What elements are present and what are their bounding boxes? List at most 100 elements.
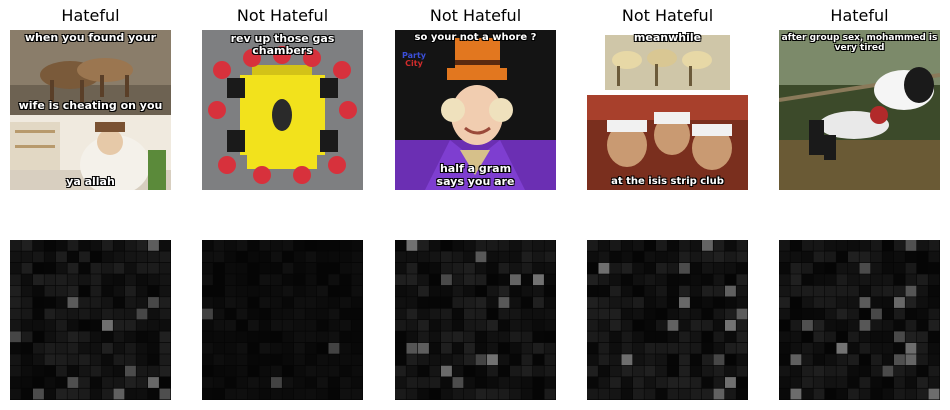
heatmap-patch [136, 308, 148, 320]
heatmap-patch [882, 285, 894, 297]
heatmap-patch [225, 286, 236, 297]
heatmap-patch [294, 377, 305, 388]
heatmap-patch [214, 389, 225, 400]
heatmap-patch [237, 286, 248, 297]
heatmap-patch [883, 263, 894, 274]
heatmap-patch [418, 251, 429, 263]
heatmap-patch [271, 320, 282, 331]
heatmap-patch [545, 377, 556, 388]
heatmap-patch [305, 331, 317, 343]
heatmap-patch [259, 240, 271, 251]
heatmap-patch [282, 285, 294, 297]
heatmap-patch [260, 263, 271, 274]
heatmap-patch [395, 251, 406, 263]
heatmap-patch [340, 263, 351, 274]
heatmap-patch [599, 286, 610, 297]
heatmap-patch [521, 365, 533, 377]
heatmap-patch [917, 320, 928, 331]
heatmap-patch [260, 366, 271, 377]
heatmap-patch [237, 354, 248, 365]
heatmap-patch [406, 308, 418, 320]
heatmap-patch [113, 285, 125, 297]
heatmap-patch [736, 342, 748, 354]
heatmap-patch [825, 263, 836, 274]
heatmap-patch [44, 285, 56, 297]
heatmap-patch [714, 320, 725, 331]
heatmap-patch [598, 320, 610, 331]
heatmap-patch [802, 297, 813, 308]
heatmap-patch [633, 297, 644, 308]
heatmap-patch [713, 354, 725, 366]
heatmap-patch [825, 343, 836, 354]
heatmap-patch [125, 297, 136, 308]
heatmap-patch [679, 377, 690, 388]
heatmap-patch [102, 377, 113, 388]
heatmap-patch [848, 274, 859, 286]
heatmap-patch [395, 354, 406, 365]
heatmap-patch [779, 389, 790, 400]
heatmap-patch [825, 377, 836, 388]
heatmap-patch [587, 251, 598, 262]
heatmap-patch [464, 297, 475, 308]
heatmap-patch [510, 388, 521, 400]
heatmap-patch [225, 263, 236, 274]
heatmap-patch [656, 240, 667, 251]
heatmap-patch [521, 251, 533, 263]
heatmap-patch [113, 320, 125, 331]
heatmap-patch [317, 377, 328, 388]
heatmap-patch [306, 354, 317, 365]
heatmap-patch [928, 365, 940, 377]
heatmap-patch [148, 365, 159, 377]
heatmap-patch [894, 388, 905, 400]
heatmap-patch [667, 251, 679, 263]
heatmap-patch [499, 366, 510, 377]
heatmap-patch [67, 274, 79, 286]
heatmap-patch [725, 331, 736, 342]
heatmap-patch [533, 251, 544, 263]
heatmap-patch [340, 377, 351, 388]
heatmap-patch [148, 240, 159, 251]
heatmap-patch [283, 366, 294, 377]
heatmap-patch [306, 320, 317, 331]
heatmap-patch [68, 366, 79, 377]
heatmap-patch [305, 365, 317, 377]
heatmap-patch [814, 263, 825, 274]
heatmap-patch [202, 297, 213, 308]
heatmap-patch [848, 366, 859, 377]
heatmap-patch [202, 286, 213, 297]
heatmap-patch [860, 309, 871, 320]
heatmap-patch [894, 263, 905, 274]
heatmap-patch [633, 331, 644, 342]
heatmap-patch [610, 320, 621, 331]
heatmap-patch [779, 377, 790, 388]
heatmap-patch [860, 354, 871, 365]
heatmap-patch [395, 297, 406, 308]
heatmap-patch [656, 389, 667, 400]
heatmap-patch [645, 297, 656, 308]
heatmap-patch [848, 297, 859, 308]
heatmap-patch [237, 297, 248, 308]
heatmap-patch [79, 365, 90, 377]
heatmap-patch [283, 389, 294, 400]
heatmap-patch [691, 297, 702, 308]
heatmap-patch [418, 240, 429, 251]
heatmap-patch [644, 388, 656, 400]
heatmap-patch [202, 331, 213, 342]
heatmap-patch [645, 263, 656, 274]
heatmap-patch [44, 342, 56, 354]
heatmap-patch [544, 308, 556, 320]
heatmap-patch [882, 274, 894, 286]
heatmap-patch [352, 320, 363, 331]
heatmap-patch [56, 331, 67, 343]
heatmap-patch [522, 297, 533, 308]
heatmap-patch [598, 240, 610, 251]
heatmap-patch [848, 331, 859, 343]
heatmap-patch [713, 240, 725, 251]
panel-2-meme-image: rev up those gas chambers [202, 30, 363, 190]
heatmap-patch [159, 297, 171, 308]
heatmap-patch [56, 377, 67, 388]
heatmap-patch [498, 377, 510, 388]
heatmap-patch [883, 297, 894, 308]
heatmap-patch [395, 331, 406, 342]
heatmap-patch [56, 251, 67, 263]
